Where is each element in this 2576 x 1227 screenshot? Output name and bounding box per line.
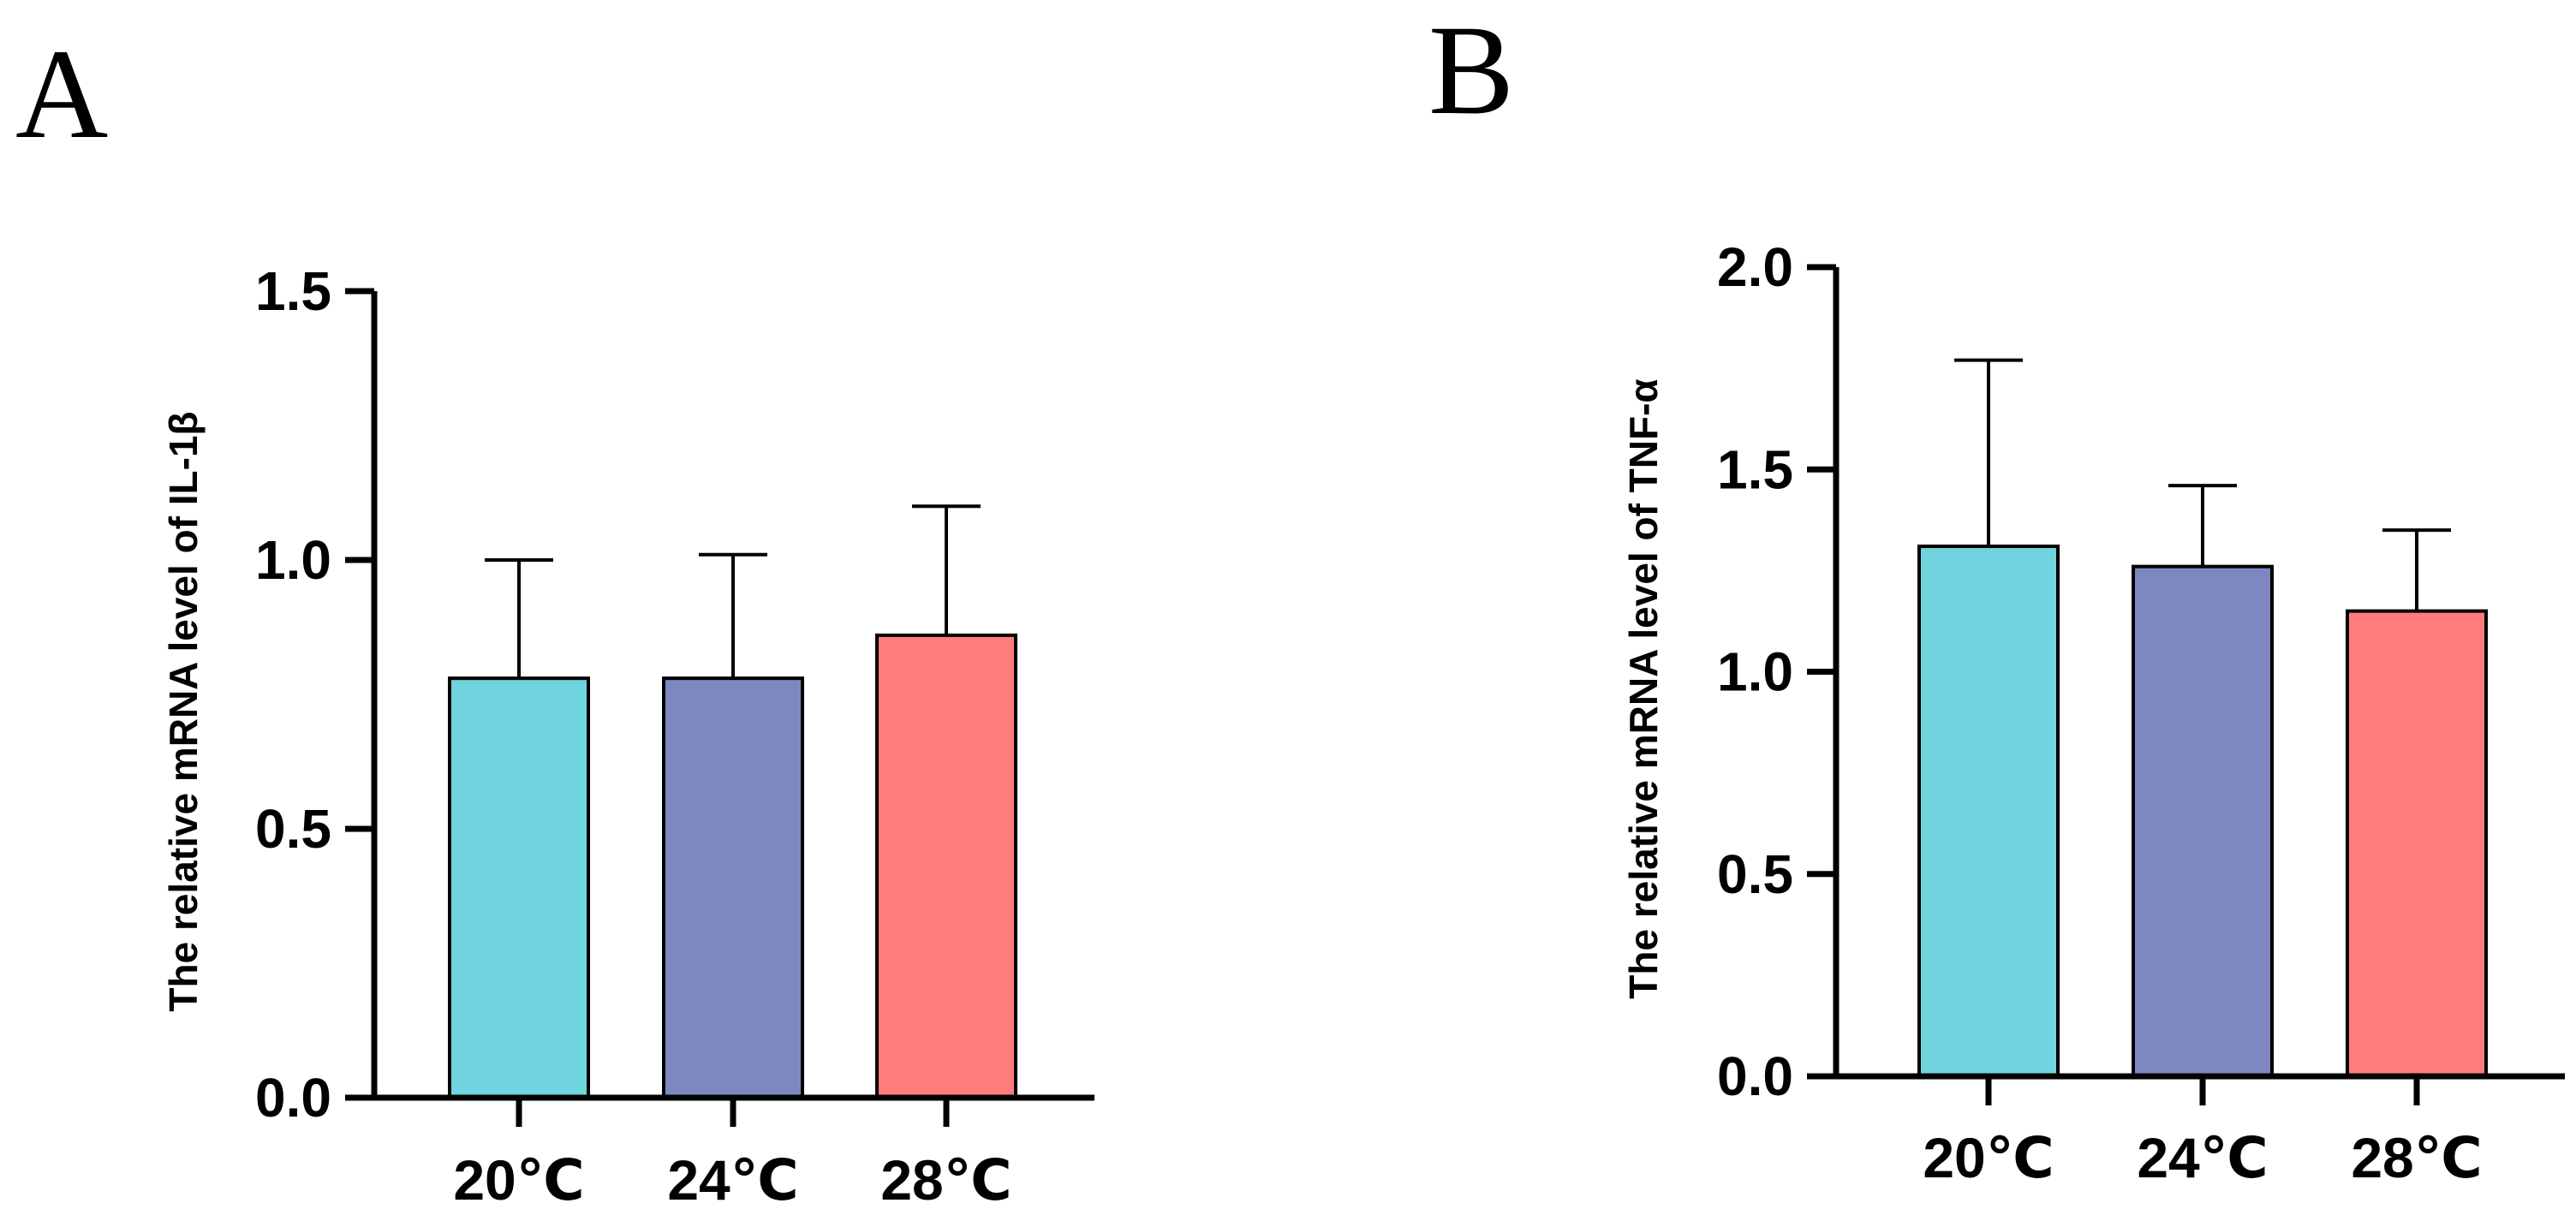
bar-20c [1917, 545, 2060, 1078]
bar-28c [875, 633, 1017, 1099]
y-axis-title: The relative mRNA level of IL-1β [161, 411, 206, 1011]
chart-tnfa: 0.0 0.5 1.0 1.5 2.0 20℃ 24℃ 28℃ The relative mRN… [1621, 236, 2565, 1189]
bar-24c [662, 676, 804, 1099]
bar-24c [2132, 564, 2274, 1078]
y-tick-label: 1.0 [255, 529, 331, 591]
panel-label-b: B [1428, 0, 1514, 141]
panel-label-a: A [15, 23, 108, 165]
bar-28c [2346, 609, 2488, 1078]
y-tick-label: 0.5 [1717, 843, 1793, 905]
y-tick-label: 0.5 [255, 798, 331, 860]
x-category-label: 24℃ [2137, 1126, 2268, 1189]
y-tick-label: 0.0 [255, 1067, 331, 1129]
y-tick-label: 1.5 [1717, 438, 1793, 500]
y-tick-label: 1.0 [1717, 641, 1793, 703]
x-category-label: 28℃ [2351, 1126, 2482, 1189]
y-tick-label: 1.5 [255, 260, 331, 322]
y-tick-label: 2.0 [1717, 236, 1793, 298]
chart-il1b: 0.0 0.5 1.0 1.5 20℃ 24℃ 28℃ The relative mRNA l… [161, 260, 1094, 1212]
x-category-label: 28℃ [880, 1148, 1011, 1212]
x-category-label: 24℃ [667, 1148, 798, 1212]
y-axis-title: The relative mRNA level of TNF-α [1621, 378, 1666, 998]
x-category-label: 20℃ [453, 1148, 584, 1212]
bar-20c [448, 676, 590, 1099]
x-category-label: 20℃ [1923, 1126, 2054, 1189]
y-tick-label: 0.0 [1717, 1045, 1793, 1107]
